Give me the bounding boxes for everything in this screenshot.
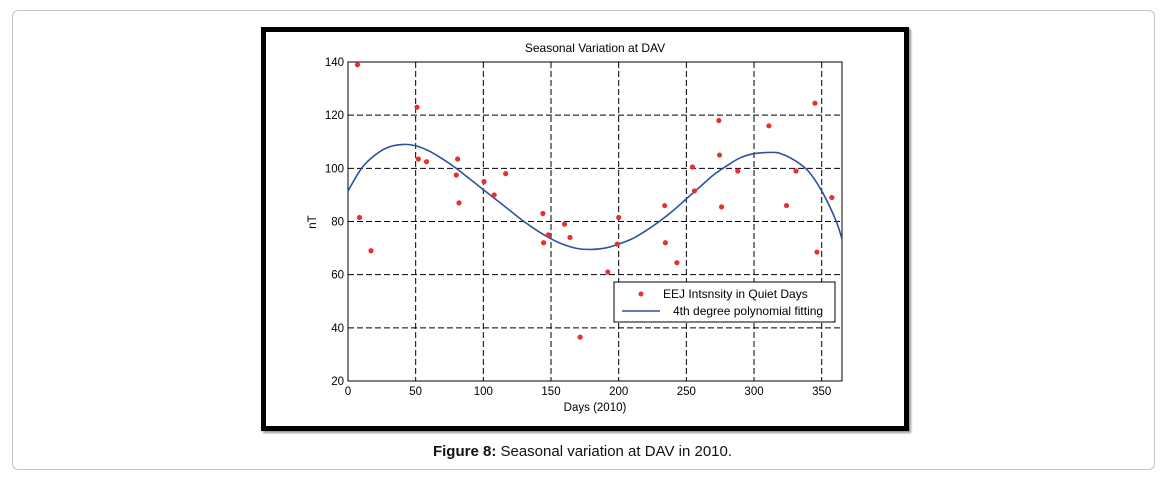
y-tick-label: 20 xyxy=(331,376,344,388)
chart-title: Seasonal Variation at DAV xyxy=(525,41,665,55)
x-tick-label: 0 xyxy=(345,386,351,398)
data-point xyxy=(735,168,741,174)
y-tick-label: 80 xyxy=(331,217,344,229)
y-axis: 20 40 60 80 100 120 140 xyxy=(325,57,344,388)
data-point xyxy=(368,248,374,254)
data-point xyxy=(691,188,698,194)
legend-marker-points xyxy=(638,291,644,297)
caption-text: Seasonal variation at DAV in 2010. xyxy=(496,443,733,460)
fit-curve-line xyxy=(348,143,842,251)
data-point xyxy=(814,249,820,255)
data-point xyxy=(793,168,799,174)
grid xyxy=(348,62,842,381)
y-tick-label: 120 xyxy=(325,110,344,122)
data-point xyxy=(662,202,668,209)
data-point xyxy=(356,214,363,221)
figure-caption: Figure 8: Seasonal variation at DAV in 2… xyxy=(0,443,1165,460)
x-axis-label: Days (2010) xyxy=(564,402,627,414)
data-point xyxy=(829,194,835,201)
data-point xyxy=(674,260,680,266)
figure-frame xyxy=(261,27,909,431)
y-tick-label: 100 xyxy=(325,163,344,175)
x-tick-label: 350 xyxy=(812,386,831,398)
data-point xyxy=(545,232,551,238)
data-point xyxy=(491,192,497,198)
y-tick-label: 40 xyxy=(331,323,344,335)
data-point xyxy=(567,234,573,241)
data-point xyxy=(716,152,723,158)
legend-label-points: EEJ Intsnsity in Quiet Days xyxy=(663,287,808,301)
data-point xyxy=(812,100,818,106)
data-point xyxy=(455,156,461,162)
x-axis: 0 50 100 150 200 250 300 350 xyxy=(345,386,831,398)
x-tick-label: 250 xyxy=(677,386,696,398)
legend-label-line: 4th degree polynomial fitting xyxy=(673,304,823,318)
x-tick-label: 100 xyxy=(474,386,493,398)
data-point xyxy=(481,179,487,185)
data-point xyxy=(561,221,568,227)
y-tick-label: 60 xyxy=(331,270,344,282)
data-point xyxy=(415,156,421,162)
data-point xyxy=(614,241,620,247)
data-point xyxy=(423,159,430,165)
data-point xyxy=(662,240,668,246)
data-point xyxy=(718,204,725,210)
data-point xyxy=(783,202,790,209)
data-point xyxy=(605,269,611,275)
y-tick-label: 140 xyxy=(325,57,344,69)
caption-label: Figure 8: xyxy=(432,443,497,460)
data-point xyxy=(616,214,622,221)
data-point xyxy=(354,62,361,68)
data-point xyxy=(577,334,583,340)
legend-box xyxy=(613,281,836,323)
legend: EEJ Intsnsity in Quiet Days 4th degree p… xyxy=(613,281,836,323)
data-point xyxy=(414,104,420,110)
data-point xyxy=(716,117,722,124)
x-tick-label: 200 xyxy=(609,386,628,398)
data-point xyxy=(766,123,772,129)
plot-area xyxy=(347,61,843,382)
y-axis-label: nT xyxy=(307,215,319,228)
x-tick-label: 50 xyxy=(409,386,422,398)
x-tick-label: 150 xyxy=(541,386,560,398)
data-point xyxy=(456,200,462,206)
data-point xyxy=(540,240,547,246)
data-point xyxy=(540,210,546,217)
x-tick-label: 300 xyxy=(744,386,763,398)
data-point xyxy=(503,171,509,177)
data-point xyxy=(453,172,459,178)
data-point xyxy=(689,164,696,170)
data-points xyxy=(354,62,835,340)
